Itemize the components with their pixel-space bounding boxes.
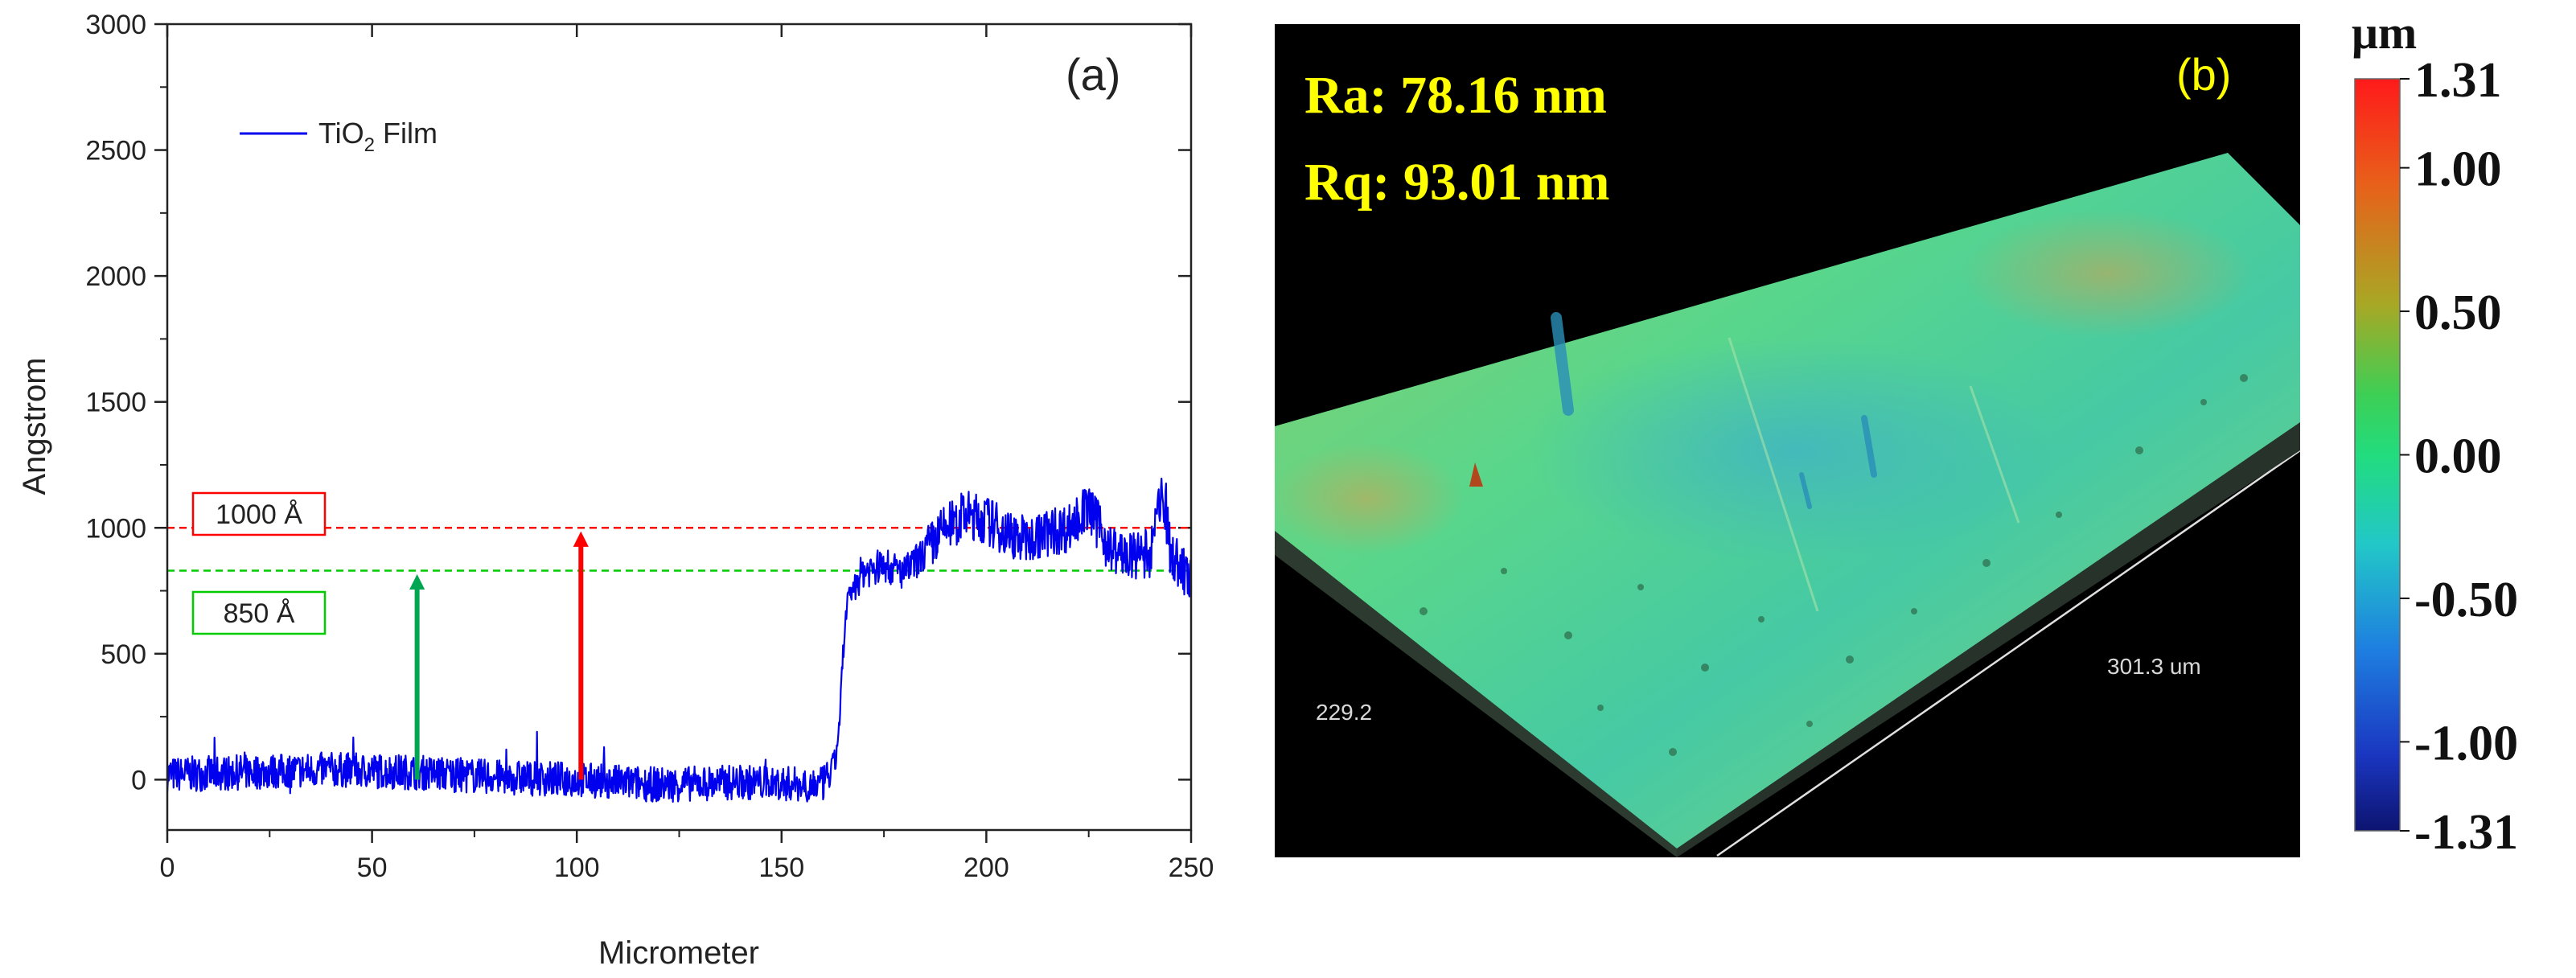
axis-ticks — [154, 23, 1193, 843]
x-tick-label: 0 — [160, 853, 175, 883]
x-tick-label: 50 — [357, 853, 388, 883]
ref-label-850: 850 Å — [191, 590, 327, 635]
dim-label-left: 229.2 — [1316, 700, 1372, 725]
ref-label-1000-text: 1000 Å — [216, 499, 302, 530]
y-tick-label: 3000 — [85, 10, 146, 40]
colorbar-tick-label: -0.50 — [2414, 573, 2518, 627]
surface-streaks — [1551, 312, 1877, 509]
colorbar-tick-label: -1.31 — [2414, 805, 2518, 860]
colorbar-gradient — [2354, 78, 2401, 832]
ref-label-1000: 1000 Å — [191, 491, 327, 536]
x-tick-label: 150 — [758, 853, 804, 883]
rq-annotation: Rq: 93.01 nm — [1304, 153, 1610, 212]
colorbar-tick-label: -1.00 — [2414, 716, 2518, 770]
surface-pits — [1419, 374, 2248, 756]
y-tick-label: 2500 — [85, 136, 146, 166]
colorbar-tick-label: 1.31 — [2414, 53, 2502, 108]
ref-label-850-text: 850 Å — [224, 598, 295, 629]
y-tick-label: 0 — [131, 765, 146, 795]
panel-label-a: (a) — [1066, 49, 1120, 100]
tio2-film-trace — [166, 477, 1193, 803]
y-tick-label: 1500 — [85, 388, 146, 418]
panel-label-b: (b) — [2176, 49, 2231, 100]
surface-peak — [1469, 462, 1483, 487]
panel-b-surface-map: 229.2 301.3 um Ra: 78.16 nm Rq: 93.01 nm… — [1271, 6, 2518, 860]
legend: TiO2 Film — [240, 117, 438, 156]
colorbar-unit: μm — [2352, 6, 2417, 59]
x-tick-label: 250 — [1169, 853, 1214, 883]
legend-label: TiO2 Film — [318, 117, 438, 156]
x-tick-label: 200 — [963, 853, 1009, 883]
plot-frame-a — [166, 23, 1193, 832]
y-axis-label: Angstrom — [17, 357, 52, 495]
colorbar-tick-label: 0.50 — [2414, 286, 2502, 340]
colorbar: μm 1.31 1.00 0.50 0.00 -0.50 -1.00 -1.31 — [2352, 6, 2518, 860]
x-axis-label: Micrometer — [598, 935, 759, 971]
ra-annotation: Ra: 78.16 nm — [1304, 66, 1607, 125]
x-tick-label: 100 — [554, 853, 600, 883]
y-tick-label: 500 — [101, 639, 146, 670]
panel-a-line-chart: 0 50 100 150 200 250050010001500200025003000 … — [17, 10, 1214, 971]
colorbar-tick-label: 0.00 — [2414, 429, 2502, 484]
colorbar-tick-label: 1.00 — [2414, 142, 2502, 197]
y-tick-label: 1000 — [85, 513, 146, 544]
y-tick-label: 2000 — [85, 261, 146, 292]
dim-label-right: 301.3 um — [2107, 654, 2201, 679]
